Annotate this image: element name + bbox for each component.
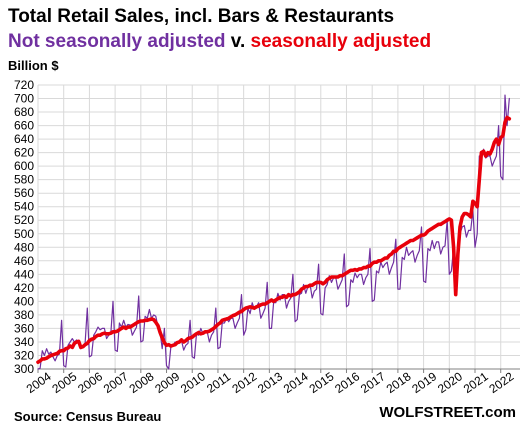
y-tick-label: 420 <box>14 281 34 295</box>
y-tick-label: 380 <box>14 308 34 322</box>
subtitle-nsa: Not seasonally adjusted <box>8 31 226 52</box>
y-tick-label: 700 <box>14 92 34 106</box>
x-tick-label: 2008 <box>127 369 157 396</box>
y-tick-label: 600 <box>14 159 34 173</box>
x-tick-label: 2017 <box>358 369 388 396</box>
y-tick-label: 500 <box>14 227 34 241</box>
y-tick-label: 400 <box>14 294 34 308</box>
x-tick-label: 2011 <box>204 369 233 395</box>
x-tick-label: 2022 <box>486 369 516 396</box>
x-tick-label: 2021 <box>461 369 491 396</box>
y-tick-label: 560 <box>14 186 34 200</box>
brand-label: WOLFSTREET.com <box>379 404 516 421</box>
x-tick-label: 2010 <box>178 369 208 396</box>
subtitle-mid: v. <box>225 31 251 52</box>
x-tick-label: 2014 <box>281 369 311 396</box>
y-tick-label: 460 <box>14 254 34 268</box>
y-tick-label: 320 <box>14 348 34 362</box>
y-tick-label: 440 <box>14 267 34 281</box>
x-tick-label: 2016 <box>332 369 362 396</box>
y-tick-label: 480 <box>14 240 34 254</box>
y-tick-label: 540 <box>14 200 34 214</box>
series-lines <box>36 94 512 370</box>
y-tick-label: 680 <box>14 105 34 119</box>
y-tick-label: 580 <box>14 173 34 187</box>
x-tick-label: 2020 <box>435 369 465 396</box>
x-tick-label: 2009 <box>152 369 182 396</box>
x-tick-label: 2006 <box>75 369 105 396</box>
y-tick-label: 520 <box>14 213 34 227</box>
x-tick-label: 2015 <box>307 369 337 396</box>
y-tick-label: 640 <box>14 132 34 146</box>
series-line-seasonally-adjusted <box>36 115 512 365</box>
x-tick-label: 2013 <box>255 369 285 396</box>
y-axis-label: Billion $ <box>8 58 59 73</box>
x-tick-labels: 2004200520062007200820092010201120122013… <box>24 369 517 396</box>
x-tick-label: 2007 <box>101 369 131 396</box>
y-tick-label: 360 <box>14 321 34 335</box>
x-tick-label: 2012 <box>229 369 259 396</box>
series-line-not-seasonally-adjusted <box>37 94 510 370</box>
y-tick-label: 300 <box>14 362 34 376</box>
chart-subtitle: Not seasonally adjusted v. seasonally ad… <box>8 31 431 53</box>
y-tick-label: 620 <box>14 146 34 160</box>
source-note: Source: Census Bureau <box>14 409 162 424</box>
x-tick-label: 2018 <box>384 369 414 396</box>
y-tick-label: 720 <box>14 78 34 92</box>
y-tick-label: 340 <box>14 335 34 349</box>
grid <box>37 84 520 373</box>
chart-title: Total Retail Sales, incl. Bars & Restaur… <box>8 6 395 27</box>
subtitle-sa: seasonally adjusted <box>250 31 432 52</box>
x-tick-label: 2019 <box>409 369 439 396</box>
x-tick-label: 2005 <box>49 369 79 396</box>
y-tick-labels: 3003203403603804004204404604805005205405… <box>14 78 34 376</box>
y-tick-label: 660 <box>14 119 34 133</box>
